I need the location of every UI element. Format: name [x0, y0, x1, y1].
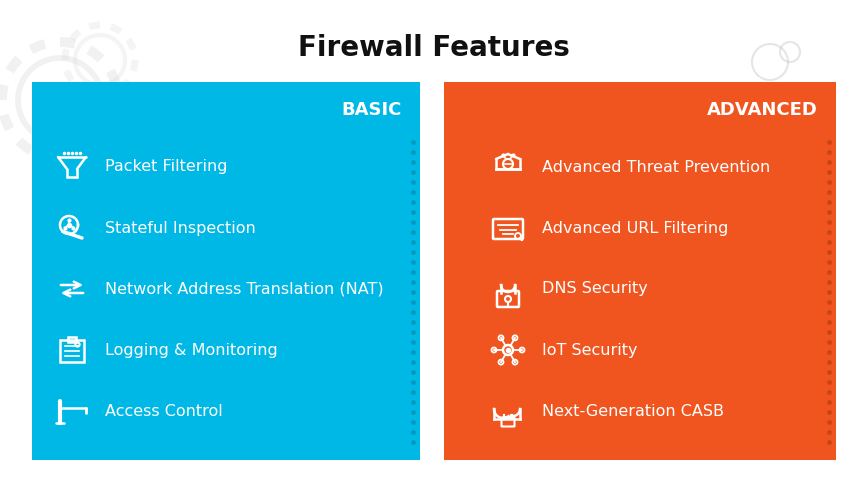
Text: Firewall Features: Firewall Features: [298, 34, 570, 62]
Text: Network Address Translation (NAT): Network Address Translation (NAT): [105, 282, 384, 297]
Text: Packet Filtering: Packet Filtering: [105, 160, 227, 175]
Text: Next-Generation CASB: Next-Generation CASB: [542, 404, 724, 419]
Text: Stateful Inspection: Stateful Inspection: [105, 221, 256, 236]
FancyBboxPatch shape: [444, 82, 836, 460]
Text: Advanced Threat Prevention: Advanced Threat Prevention: [542, 160, 770, 175]
Text: Logging & Monitoring: Logging & Monitoring: [105, 343, 278, 358]
Text: Access Control: Access Control: [105, 404, 223, 419]
Text: ADVANCED: ADVANCED: [707, 101, 818, 119]
Text: DNS Security: DNS Security: [542, 282, 648, 297]
Text: Advanced URL Filtering: Advanced URL Filtering: [542, 221, 728, 236]
Text: BASIC: BASIC: [342, 101, 402, 119]
Text: IoT Security: IoT Security: [542, 343, 637, 358]
FancyBboxPatch shape: [32, 82, 420, 460]
